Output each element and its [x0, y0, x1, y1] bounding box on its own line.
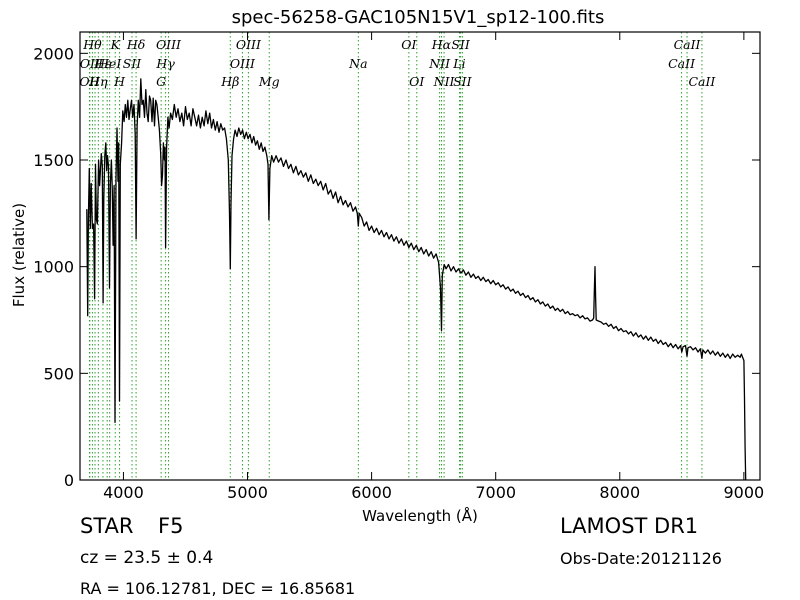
- line-label-12: G: [156, 74, 166, 89]
- line-label-22: NII: [428, 56, 451, 71]
- spectrum-layer: [87, 79, 746, 480]
- line-label-28: CaII: [668, 56, 696, 71]
- spectral-line-labels: OIIOIIHθHηHεHeIKHSIIHδGHγOIIIHβOIIIOIIIM…: [79, 37, 716, 89]
- y-axis-label: Flux (relative): [10, 203, 28, 307]
- line-label-30: CaII: [688, 74, 716, 89]
- object-subclass: F5: [158, 514, 183, 538]
- x-tick-label-1: 5000: [227, 483, 268, 502]
- line-label-20: OI: [401, 37, 417, 52]
- spectral-line-markers: [89, 32, 701, 480]
- survey-name: LAMOST DR1: [560, 514, 698, 538]
- line-label-27: SII: [453, 74, 473, 89]
- x-tick-label-5: 9000: [724, 483, 765, 502]
- line-label-8: K: [110, 37, 121, 52]
- line-label-9: H: [113, 74, 126, 89]
- y-tick-label-2: 1000: [33, 258, 74, 277]
- line-label-15: Hβ: [220, 74, 239, 89]
- line-label-18: Mg: [258, 74, 280, 89]
- y-tick-label-1: 500: [43, 364, 74, 383]
- line-label-11: Hδ: [126, 37, 145, 52]
- line-label-10: SII: [123, 56, 143, 71]
- y-tick-label-4: 2000: [33, 44, 74, 63]
- observation-date: Obs-Date:20121126: [560, 549, 722, 568]
- line-label-19: Na: [348, 56, 367, 71]
- line-label-23: Hα: [431, 37, 452, 52]
- plot-frame: [80, 32, 760, 480]
- x-tick-label-0: 4000: [103, 483, 144, 502]
- line-label-16: OIII: [230, 56, 256, 71]
- y-tick-label-0: 0: [64, 471, 74, 490]
- object-class-label: STAR: [80, 514, 133, 538]
- line-label-25: Li: [452, 56, 465, 71]
- line-label-26: SII: [451, 37, 471, 52]
- line-label-21: OI: [409, 74, 425, 89]
- x-tick-label-3: 7000: [475, 483, 516, 502]
- line-label-17: OIII: [236, 37, 262, 52]
- y-tick-label-3: 1500: [33, 151, 74, 170]
- line-label-2: Hθ: [82, 37, 102, 52]
- coordinates-text: RA = 106.12781, DEC = 16.85681: [80, 579, 355, 598]
- x-tick-label-4: 8000: [599, 483, 640, 502]
- line-label-7: HeI: [97, 56, 122, 71]
- line-label-4: Hη: [88, 74, 108, 89]
- line-label-13: Hγ: [155, 56, 175, 71]
- x-axis-label: Wavelength (Å): [362, 506, 478, 525]
- spectrum-line: [87, 79, 746, 480]
- redshift-text: cz = 23.5 ± 0.4: [80, 548, 213, 568]
- x-tick-label-2: 6000: [351, 483, 392, 502]
- line-label-14: OIII: [156, 37, 182, 52]
- chart-title: spec-56258-GAC105N15V1_sp12-100.fits: [232, 7, 605, 28]
- line-label-29: CaII: [674, 37, 702, 52]
